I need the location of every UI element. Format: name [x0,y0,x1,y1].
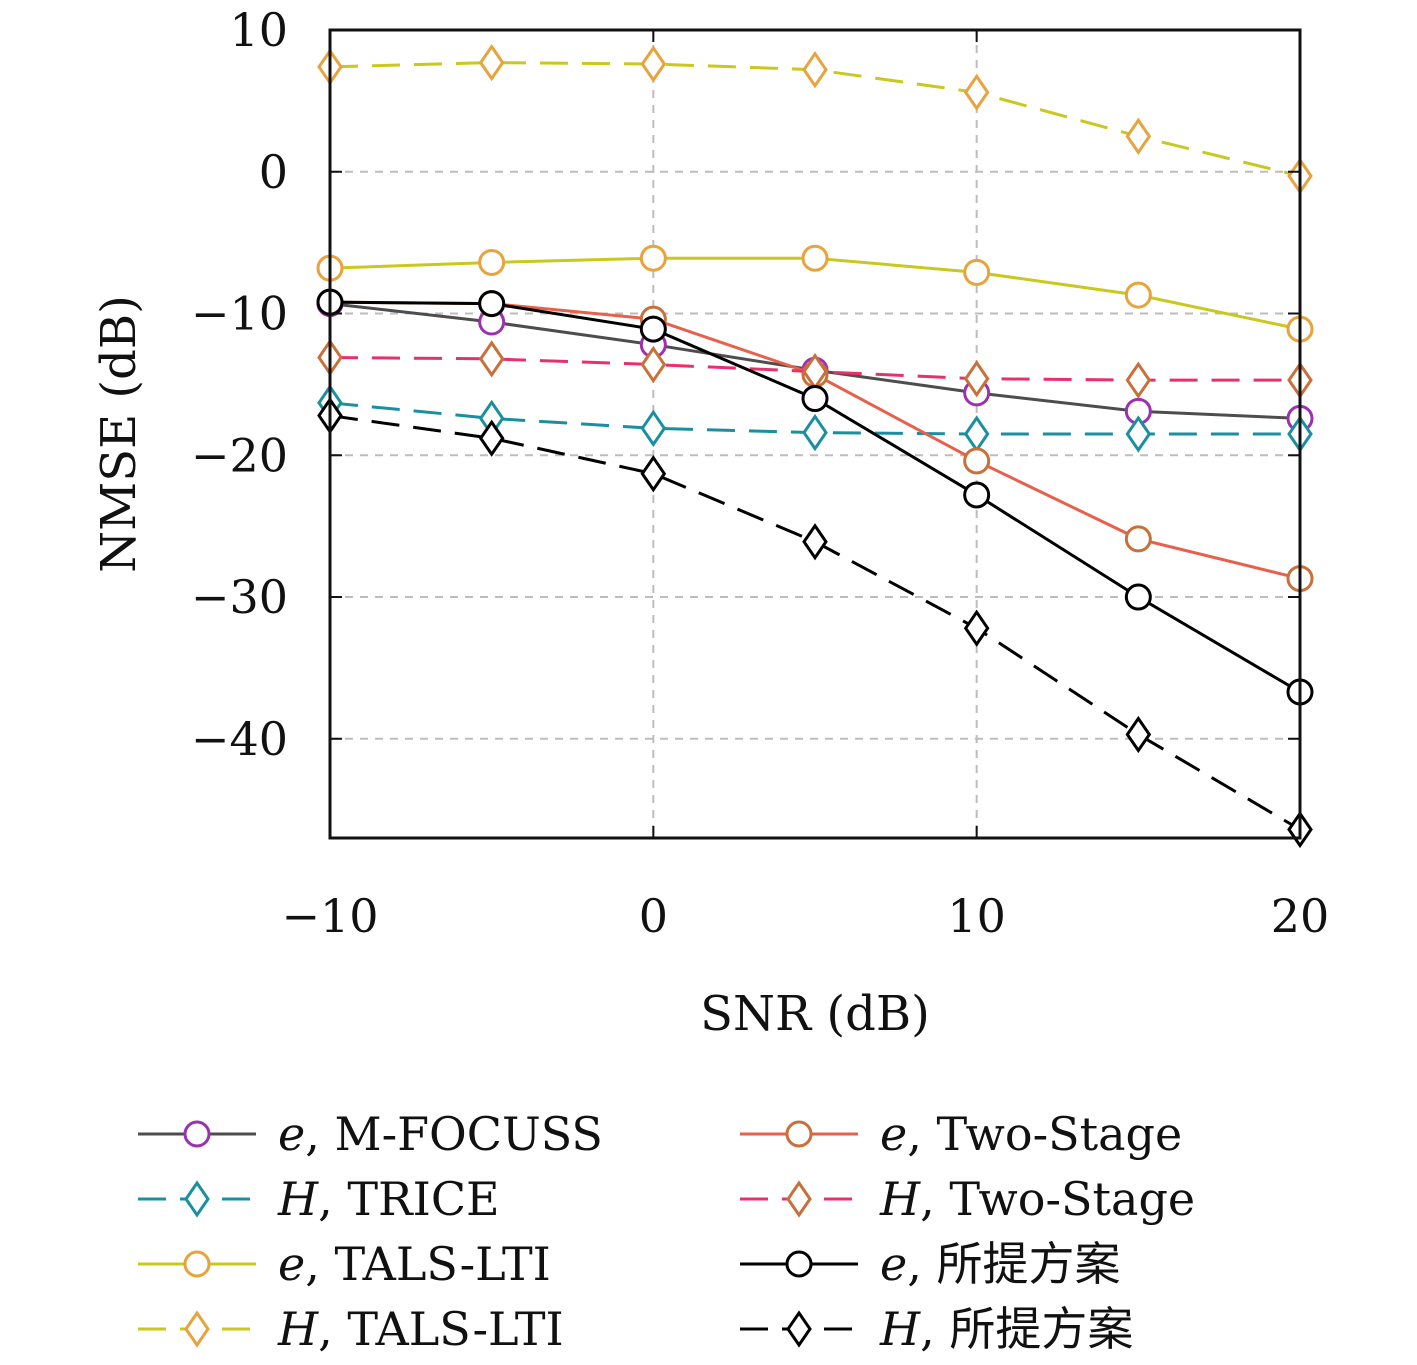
legend-label: e, TALS-LTI [278,1237,551,1291]
data-point [802,413,828,452]
y-tick-label: 10 [229,3,288,57]
legend-marker [785,1120,813,1148]
data-point [639,315,667,343]
legend-entry: H, TALS-LTI [138,1302,564,1356]
legend-marker [184,1310,210,1348]
legend-entry: e, M-FOCUSS [138,1107,603,1161]
y-tick-label: −20 [191,428,288,482]
data-point [1124,525,1152,553]
tick-labels: −10 0 10 20 10 0 −10 −20 −30 −40 [191,3,1329,943]
legend-label: e, M-FOCUSS [278,1107,603,1161]
legend-entry: e, TALS-LTI [138,1237,551,1291]
grid-lines [330,30,1300,838]
x-tick-label: 0 [639,889,668,943]
legend-entry: H, 所提方案 [740,1302,1133,1356]
legend-label: e, 所提方案 [880,1237,1120,1291]
series-6 [316,288,1314,706]
data-point [639,244,667,272]
data-point [1125,415,1152,453]
data-point [963,415,990,453]
y-tick-label: −10 [191,287,288,341]
data-point [802,51,828,89]
data-point [963,481,991,509]
legend-marker [786,1310,812,1348]
legend-marker [184,1180,210,1218]
data-point [801,244,829,272]
data-point [478,340,505,378]
y-tick-label: −40 [191,712,288,766]
data-point [640,45,667,83]
data-point [802,523,828,561]
data-point [478,419,505,457]
data-point [478,248,506,276]
data-point [1124,583,1152,611]
x-tick-label: 20 [1271,889,1330,943]
legend-marker [183,1250,211,1278]
legend-label: H, 所提方案 [879,1302,1133,1356]
legend-entry: H, Two-Stage [740,1172,1195,1226]
legend-label: H, TALS-LTI [277,1302,564,1356]
data-point [478,290,506,318]
data-point [1125,361,1152,399]
series-line [329,414,1301,831]
data-point [640,345,667,384]
data-point [963,360,990,398]
x-axis-title: SNR (dB) [700,986,930,1042]
data-point [640,455,667,493]
plot-frame [328,28,1302,840]
y-tick-label: 0 [259,145,288,199]
series-2 [316,244,1314,343]
legend-label: H, Two-Stage [879,1172,1195,1226]
legend-marker [183,1120,211,1148]
legend-label: e, Two-Stage [880,1107,1182,1161]
legend-label: H, TRICE [277,1172,500,1226]
legend-entry: H, TRICE [138,1172,500,1226]
data-point [963,73,990,112]
series-group [316,43,1314,849]
data-point [478,43,505,82]
data-point [1125,715,1152,754]
series-7 [317,396,1313,849]
x-tick-label: −10 [281,889,378,943]
data-point [801,385,829,413]
data-point [963,447,991,475]
data-point [963,258,991,286]
legend-entry: e, Two-Stage [740,1107,1182,1161]
legend: e, M-FOCUSS H, TRICE e, TALS-LTI H, TALS-LT… [138,1107,1195,1356]
series-3 [317,43,1313,195]
legend-marker [785,1250,813,1278]
legend-marker [786,1180,812,1218]
data-point [963,609,990,647]
data-point [1125,117,1152,155]
legend-entry: e, 所提方案 [740,1237,1120,1291]
x-tick-label: 10 [947,889,1006,943]
y-tick-label: −30 [191,570,288,624]
data-point [640,409,667,447]
y-axis-title: NMSE (dB) [91,295,147,573]
data-point [1124,281,1152,309]
